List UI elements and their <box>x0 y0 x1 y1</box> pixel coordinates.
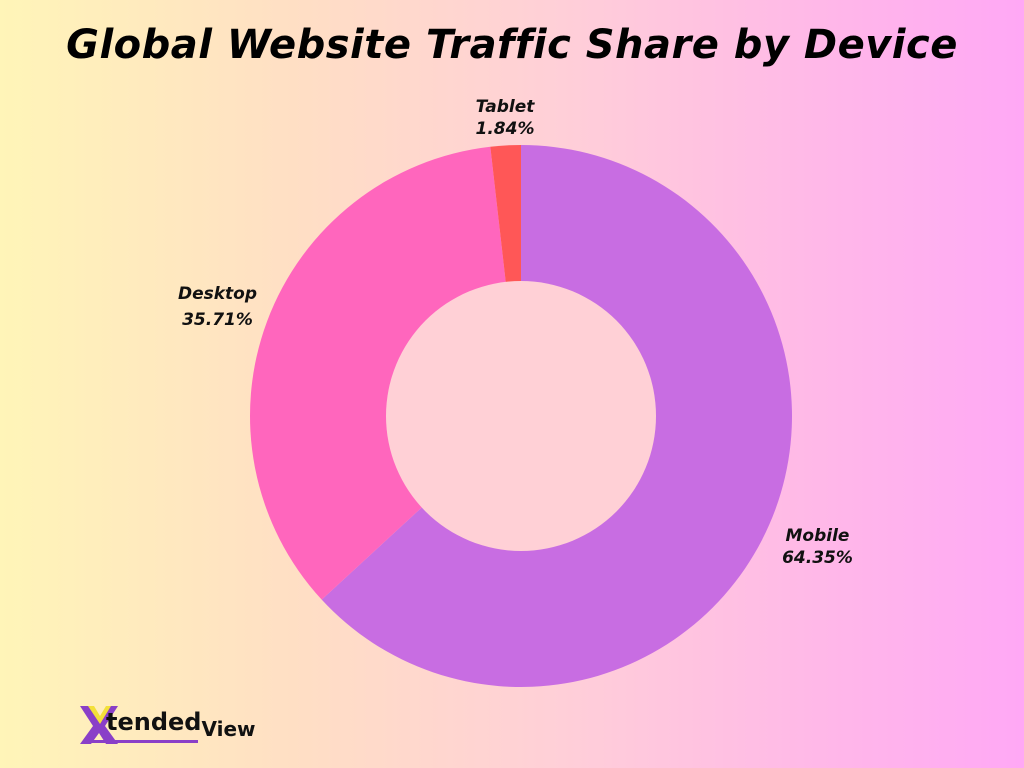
label-desktop-value: 35.71% <box>182 310 253 330</box>
label-mobile: Mobile 64.35% <box>770 525 865 569</box>
label-mobile-value: 64.35% <box>782 548 853 568</box>
label-tablet-name: Tablet <box>475 97 535 117</box>
xtendedview-logo: tendedView <box>78 702 268 748</box>
logo-text: tendedView <box>106 708 256 741</box>
label-desktop-name: Desktop <box>177 284 258 304</box>
label-mobile-name: Mobile <box>785 526 850 546</box>
label-tablet-value: 1.84% <box>475 119 535 139</box>
donut-hole <box>386 281 656 551</box>
label-tablet: Tablet 1.84% <box>455 96 555 140</box>
logo-brand-tail: View <box>201 717 256 741</box>
label-desktop: Desktop 35.71% <box>165 281 270 333</box>
logo-brand-main: tended <box>106 708 202 736</box>
logo-x-mark-icon <box>80 706 118 744</box>
logo-underline <box>88 740 198 743</box>
slice-desktop <box>250 146 521 600</box>
chart-title: Global Website Traffic Share by Device <box>66 22 958 68</box>
